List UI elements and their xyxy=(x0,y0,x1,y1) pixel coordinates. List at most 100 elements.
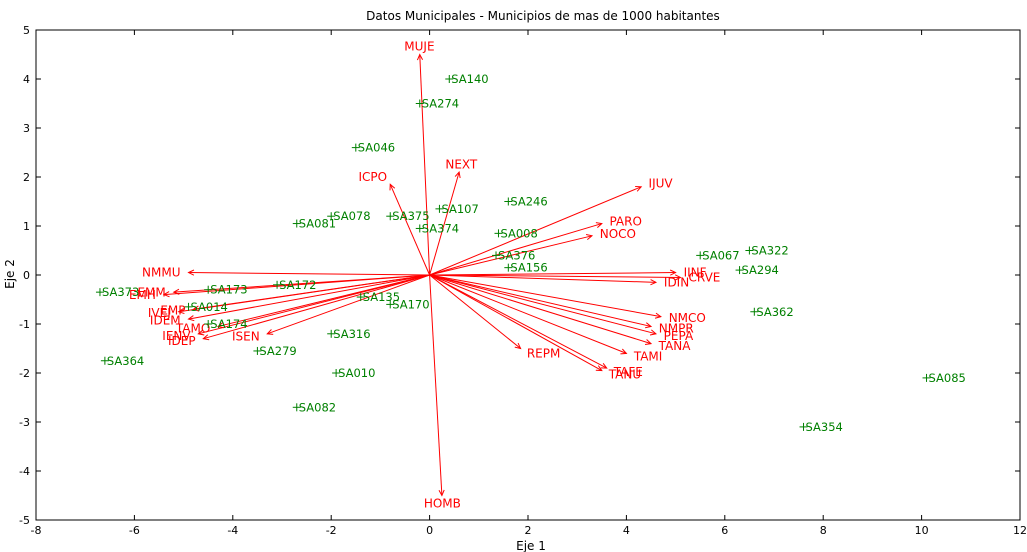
arrowhead-tanu xyxy=(595,365,603,372)
variable-label: NMCO xyxy=(669,311,706,325)
variable-label: EMP xyxy=(160,303,185,317)
vector-tami xyxy=(429,274,627,354)
arrowhead-pepa xyxy=(649,329,658,336)
observation-label: SA354 xyxy=(806,420,843,434)
arrowhead-ijuv xyxy=(635,185,643,192)
y-tick-label: -1 xyxy=(19,318,30,331)
vector-homb xyxy=(429,274,443,496)
variable-label: IJUV xyxy=(649,177,674,191)
point-sa373: SA373 xyxy=(95,285,139,299)
arrowhead-tana xyxy=(644,339,653,345)
point-sa156: SA156 xyxy=(504,261,548,275)
y-tick-label: -3 xyxy=(19,416,30,429)
variable-label: EMH xyxy=(129,288,156,302)
arrowhead-ienv xyxy=(197,329,205,336)
arrowhead-tami xyxy=(620,348,628,355)
variable-label: NOCO xyxy=(600,227,636,241)
y-tick-label: 5 xyxy=(23,24,30,37)
vector-nmmu xyxy=(188,272,430,276)
variable-label: TANU xyxy=(608,367,641,381)
observation-label: SA173 xyxy=(210,283,247,297)
point-sa046: SA046 xyxy=(351,141,395,155)
point-sa174: SA174 xyxy=(204,317,248,331)
observation-label: SA008 xyxy=(500,226,537,240)
observation-label: SA078 xyxy=(333,209,370,223)
variable-label: NEXT xyxy=(445,157,478,171)
vector-idem xyxy=(188,274,430,320)
observation-label: SA373 xyxy=(102,285,139,299)
vector-iinf xyxy=(429,272,676,276)
vector-pepa xyxy=(429,274,657,335)
variable-label: EMM xyxy=(137,286,165,300)
x-tick-label: 12 xyxy=(1013,524,1027,537)
arrowhead-noco xyxy=(585,234,594,240)
variable-label: REPM xyxy=(527,347,561,361)
point-sa172: SA172 xyxy=(273,278,316,292)
variable-label: CRVE xyxy=(689,271,721,285)
arrowhead-idep xyxy=(202,334,210,341)
observation-label: SA316 xyxy=(333,327,370,341)
x-tick-label: 2 xyxy=(525,524,532,537)
arrowhead-ivej xyxy=(177,307,185,315)
observation-label: SA279 xyxy=(259,344,296,358)
x-tick-label: 4 xyxy=(623,524,630,537)
point-sa173: SA173 xyxy=(204,283,248,297)
variable-label: ICPO xyxy=(358,170,387,184)
variable-label: TANA xyxy=(658,339,692,353)
arrowhead-idem xyxy=(187,315,195,322)
variable-label: NMMU xyxy=(142,265,180,279)
variable-label: IVEJ xyxy=(148,306,171,320)
y-tick-label: -2 xyxy=(19,367,30,380)
variable-label: IDEP xyxy=(168,334,196,348)
point-sa010: SA010 xyxy=(332,366,375,380)
variable-label: IDIN xyxy=(664,276,689,290)
point-sa279: SA279 xyxy=(253,344,297,358)
variable-label: IDEM xyxy=(150,314,181,328)
y-tick-label: 2 xyxy=(23,171,30,184)
observation-label: SA172 xyxy=(279,278,316,292)
observation-label: SA107 xyxy=(441,202,478,216)
point-sa364: SA364 xyxy=(100,354,144,368)
observation-label: SA246 xyxy=(510,195,547,209)
vector-muje xyxy=(419,54,431,276)
arrowhead-muje xyxy=(416,53,424,61)
observation-label: SA375 xyxy=(392,209,429,223)
point-sa107: SA107 xyxy=(435,202,479,216)
arrowhead-homb xyxy=(438,489,445,497)
y-tick-label: 1 xyxy=(23,220,30,233)
y-tick-label: -4 xyxy=(19,465,30,478)
observation-label: SA364 xyxy=(107,354,144,368)
observation-label: SA140 xyxy=(451,72,488,86)
vector-ienv xyxy=(198,274,430,335)
x-tick-label: 8 xyxy=(820,524,827,537)
point-sa081: SA081 xyxy=(292,217,336,231)
point-sa008: SA008 xyxy=(494,226,538,240)
variable-label: IINF xyxy=(684,265,707,279)
observation-points: SA140 SA274 SA046 SA246 SA078 SA107 SA375 SA081… xyxy=(95,72,966,434)
arrowhead-tafe xyxy=(600,362,608,369)
point-sa322: SA322 xyxy=(745,244,789,258)
point-sa246: SA246 xyxy=(504,195,548,209)
vector-noco xyxy=(429,235,593,276)
arrowhead-isen xyxy=(266,329,274,335)
vector-ijuv xyxy=(429,186,642,276)
arrowhead-paro xyxy=(595,222,603,228)
vector-idin xyxy=(429,274,656,283)
arrowhead-crve xyxy=(674,274,682,281)
observation-label: SA322 xyxy=(751,244,788,258)
observation-label: SA294 xyxy=(742,263,779,277)
observation-label: SA376 xyxy=(498,248,535,262)
x-tick-label: 6 xyxy=(721,524,728,537)
arrowhead-iinf xyxy=(669,269,677,276)
observation-label: SA067 xyxy=(702,248,739,262)
observation-label: SA170 xyxy=(392,297,429,311)
y-tick-label: 4 xyxy=(23,73,30,86)
observation-label: SA156 xyxy=(510,261,547,275)
observation-label: SA082 xyxy=(299,400,336,414)
point-sa354: SA354 xyxy=(799,420,843,434)
plot-frame xyxy=(35,29,1021,521)
arrowhead-nmco xyxy=(654,312,662,319)
y-tick-label: 0 xyxy=(23,269,30,282)
